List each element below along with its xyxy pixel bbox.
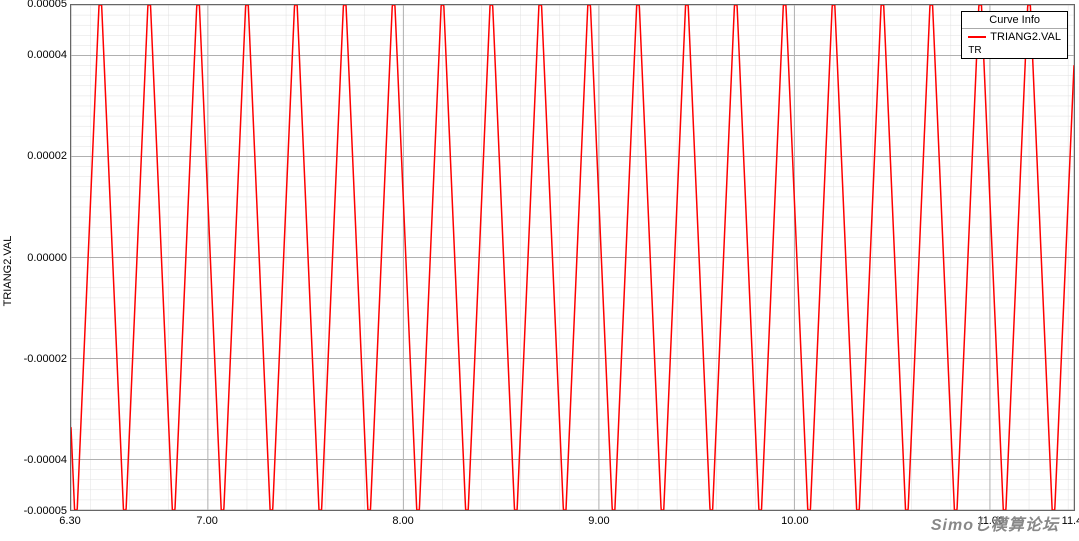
y-axis-label: TRIANG2.VAL xyxy=(2,235,14,306)
legend-series-sub: TR xyxy=(962,45,1067,58)
y-tick-label: 0.00002 xyxy=(27,150,67,162)
legend-title: Curve Info xyxy=(962,12,1067,29)
x-tick-label: 8.00 xyxy=(392,515,413,527)
y-tick-label: -0.00002 xyxy=(24,353,67,365)
y-tick-label: 0.00005 xyxy=(27,0,67,10)
legend-item: TRIANG2.VAL xyxy=(962,29,1067,45)
x-tick-label: 10.00 xyxy=(781,515,809,527)
y-tick-label: 0.00004 xyxy=(27,49,67,61)
watermark-text: Simoし模算论坛 xyxy=(931,511,1059,535)
y-tick-label: -0.00004 xyxy=(24,454,67,466)
y-tick-label: 0.00000 xyxy=(27,252,67,264)
legend-series-label: TRIANG2.VAL xyxy=(990,31,1061,43)
chart-plot-area: Curve Info TRIANG2.VAL TR xyxy=(70,4,1075,511)
legend-box: Curve Info TRIANG2.VAL TR xyxy=(961,11,1068,59)
legend-swatch xyxy=(968,36,986,38)
x-tick-label: 7.00 xyxy=(196,515,217,527)
x-tick-label: 11.43 xyxy=(1062,515,1079,527)
x-tick-label: 6.30 xyxy=(59,515,80,527)
x-tick-label: 9.00 xyxy=(588,515,609,527)
